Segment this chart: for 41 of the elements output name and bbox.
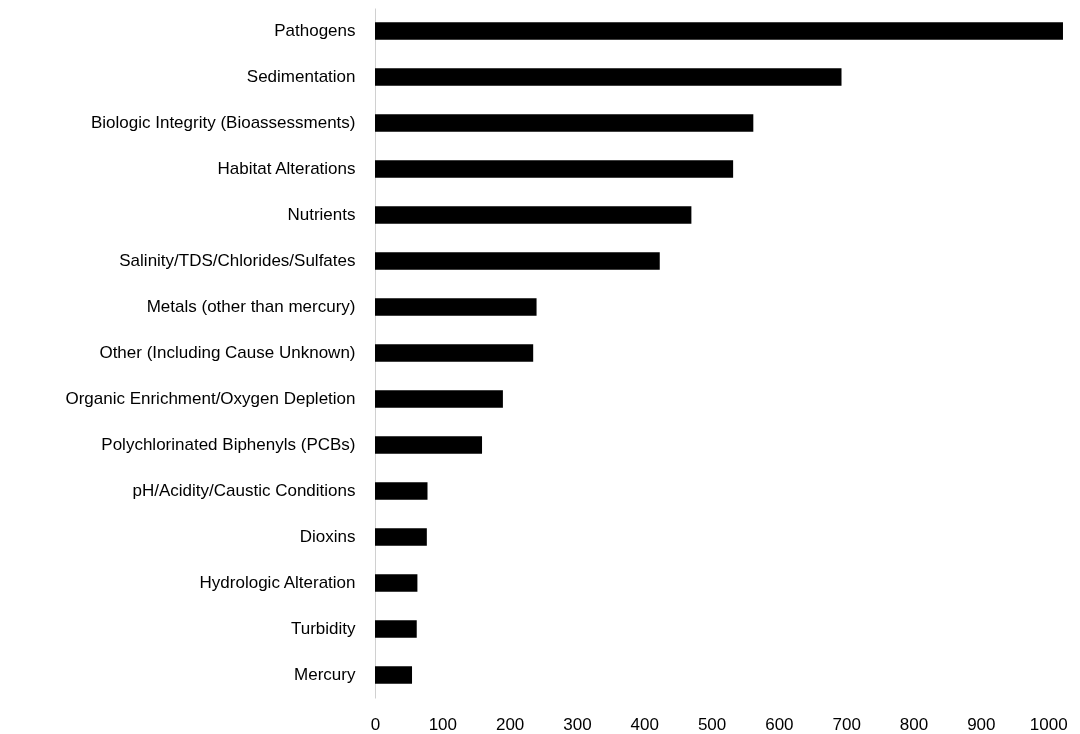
x-tick-label: 600 <box>765 714 794 734</box>
x-tick-label: 100 <box>428 714 457 734</box>
x-tick-label: 400 <box>630 714 659 734</box>
y-tick-label: Sedimentation <box>246 67 356 86</box>
y-tick-label: Pathogens <box>274 21 356 40</box>
x-tick-label: 300 <box>563 714 592 734</box>
y-tick-label: Turbidity <box>290 619 356 638</box>
y-tick-label: Habitat Alterations <box>217 159 356 178</box>
x-tick-label: 900 <box>967 714 996 734</box>
bar <box>375 344 534 362</box>
y-tick-label: Metals (other than mercury) <box>146 297 356 316</box>
y-tick-label: Mercury <box>294 665 356 684</box>
x-tick-label: 0 <box>370 714 381 734</box>
y-tick-label: pH/Acidity/Caustic Conditions <box>132 481 356 500</box>
y-tick-label: Hydrologic Alteration <box>199 573 356 592</box>
y-tick-label: Other (Including Cause Unknown) <box>99 343 356 362</box>
x-tick-label: 500 <box>697 714 727 734</box>
bar <box>375 528 427 546</box>
y-tick-label: Organic Enrichment/Oxygen Depletion <box>65 389 356 408</box>
bar <box>375 482 428 500</box>
x-tick-label: 700 <box>832 714 861 734</box>
bar <box>375 206 692 224</box>
bar <box>375 22 1063 40</box>
bar <box>375 252 660 270</box>
bar <box>375 436 483 454</box>
y-tick-label: Nutrients <box>287 205 356 224</box>
bar <box>375 114 754 132</box>
x-tick-label: 800 <box>899 714 929 734</box>
bar <box>375 390 503 408</box>
y-tick-label: Dioxins <box>299 527 356 546</box>
x-tick-label: 1000 <box>1029 714 1068 734</box>
bar <box>375 620 417 638</box>
y-tick-label: Polychlorinated Biphenyls (PCBs) <box>101 435 356 454</box>
bar <box>375 68 842 86</box>
x-tick-label: 200 <box>495 714 525 734</box>
bar <box>375 298 537 316</box>
bar <box>375 160 734 178</box>
bar <box>375 574 418 592</box>
bar <box>375 666 413 684</box>
y-tick-label: Salinity/TDS/Chlorides/Sulfates <box>119 251 356 270</box>
y-tick-label: Biologic Integrity (Bioassessments) <box>90 113 356 132</box>
